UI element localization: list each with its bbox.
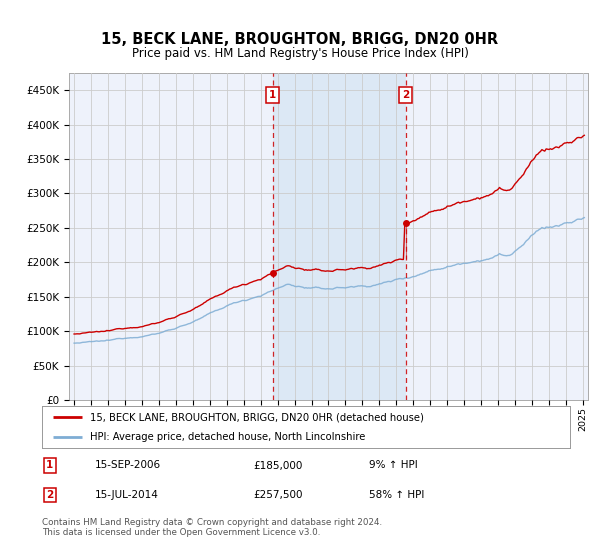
Text: 15-JUL-2014: 15-JUL-2014 <box>95 490 158 500</box>
Bar <box>272 73 406 400</box>
Text: Contains HM Land Registry data © Crown copyright and database right 2024.
This d: Contains HM Land Registry data © Crown c… <box>42 518 382 538</box>
Text: Price paid vs. HM Land Registry's House Price Index (HPI): Price paid vs. HM Land Registry's House … <box>131 47 469 60</box>
Text: 1: 1 <box>46 460 53 470</box>
Text: 15-SEP-2006: 15-SEP-2006 <box>95 460 161 470</box>
Text: £257,500: £257,500 <box>253 490 303 500</box>
Text: 15, BECK LANE, BROUGHTON, BRIGG, DN20 0HR: 15, BECK LANE, BROUGHTON, BRIGG, DN20 0H… <box>101 32 499 48</box>
Text: HPI: Average price, detached house, North Lincolnshire: HPI: Average price, detached house, Nort… <box>89 432 365 442</box>
Text: 2: 2 <box>46 490 53 500</box>
Text: 15, BECK LANE, BROUGHTON, BRIGG, DN20 0HR (detached house): 15, BECK LANE, BROUGHTON, BRIGG, DN20 0H… <box>89 412 424 422</box>
Text: 2: 2 <box>402 90 409 100</box>
Text: 1: 1 <box>269 90 277 100</box>
Text: 58% ↑ HPI: 58% ↑ HPI <box>370 490 425 500</box>
Text: 9% ↑ HPI: 9% ↑ HPI <box>370 460 418 470</box>
Text: £185,000: £185,000 <box>253 460 302 470</box>
